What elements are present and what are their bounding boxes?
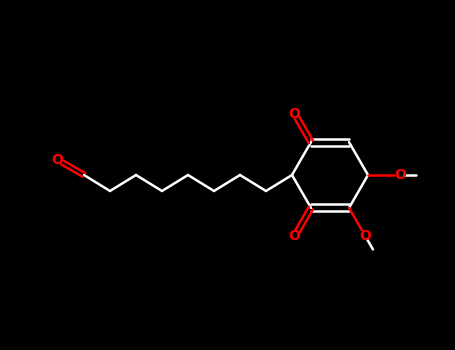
Text: O: O: [51, 153, 63, 167]
Text: O: O: [359, 229, 371, 243]
Text: O: O: [288, 230, 300, 244]
Text: O: O: [288, 106, 300, 120]
Text: O: O: [394, 168, 406, 182]
